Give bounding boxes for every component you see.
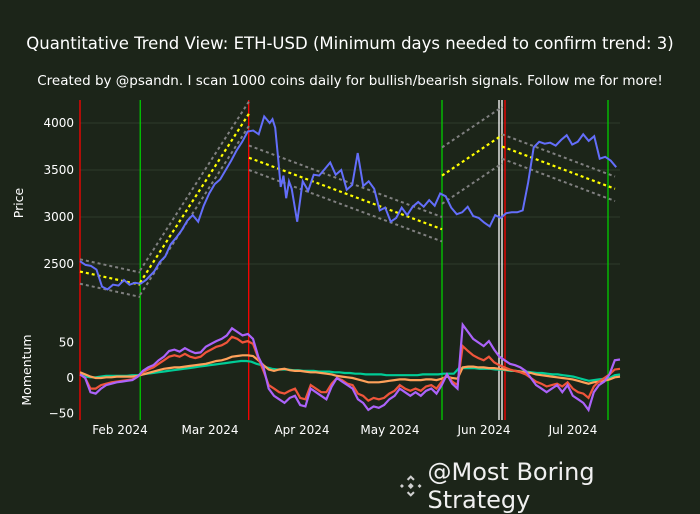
- svg-text:−50: −50: [49, 407, 74, 421]
- svg-text:Jun 2024: Jun 2024: [456, 423, 510, 437]
- axis-ticks: 2500 3000 3500 4000 −50 0 50 Feb 2024 Mar 2024 Ap…: [43, 116, 597, 437]
- binance-diamond-icon: [399, 475, 422, 497]
- trend-channels: [79, 100, 616, 298]
- gridlines: [80, 122, 620, 265]
- svg-text:3000: 3000: [43, 210, 74, 224]
- chart-canvas: 2500 3000 3500 4000 −50 0 50 Feb 2024 Mar 2024 Ap…: [11, 100, 621, 437]
- svg-text:50: 50: [59, 336, 74, 350]
- svg-text:2500: 2500: [43, 257, 74, 271]
- watermark-text: @Most Boring Strategy: [427, 458, 595, 514]
- svg-text:3500: 3500: [43, 163, 74, 177]
- svg-text:May 2024: May 2024: [360, 423, 419, 437]
- chart-title: Quantitative Trend View: ETH-USD (Minimu…: [26, 34, 674, 53]
- svg-text:Jul 2024: Jul 2024: [548, 423, 598, 437]
- price-series: [79, 114, 617, 291]
- watermark: @Most Boring Strategy: [398, 458, 700, 514]
- momentum-axis-label: Momentum: [19, 334, 34, 405]
- price-axis-label: Price: [11, 187, 26, 218]
- svg-text:Mar 2024: Mar 2024: [182, 423, 239, 437]
- svg-text:Feb 2024: Feb 2024: [92, 423, 148, 437]
- momentum-series: [79, 321, 621, 413]
- svg-text:4000: 4000: [43, 116, 74, 130]
- svg-text:Apr 2024: Apr 2024: [274, 423, 329, 437]
- chart-subtitle: Created by @psandn. I scan 1000 coins da…: [37, 73, 663, 89]
- svg-text:0: 0: [66, 371, 74, 385]
